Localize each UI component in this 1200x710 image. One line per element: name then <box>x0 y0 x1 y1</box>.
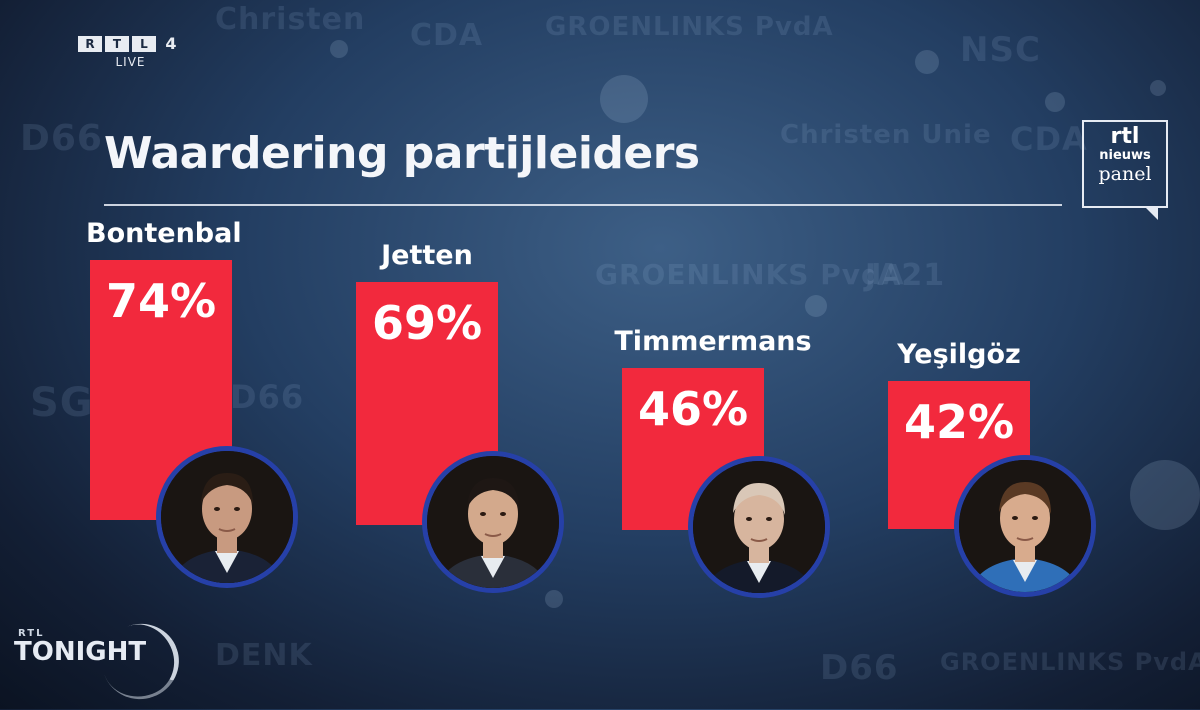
bg-party-logo: GROENLINKS PvdA <box>595 258 905 291</box>
bg-party-logo: CDA <box>410 18 484 53</box>
channel-letter: L <box>132 36 156 52</box>
category-label: Timmermans <box>614 326 812 358</box>
bg-party-logo: D66 <box>230 378 305 416</box>
data-label: 69% <box>371 296 483 351</box>
show-logo-brand: RTL <box>18 628 45 639</box>
bg-party-logo: GROENLINKS PvdA <box>940 648 1200 676</box>
bokeh-light <box>915 50 939 74</box>
show-logo-name: TONIGHT <box>14 637 147 667</box>
chart-title: Waardering partijleiders <box>104 128 700 179</box>
bokeh-light <box>805 295 827 317</box>
bg-party-logo: NSC <box>960 30 1041 70</box>
portrait-timmermans <box>688 456 830 598</box>
bg-party-logo: DENK <box>215 638 313 673</box>
rtl-nieuws-panel-logo: rtl nieuws panel <box>1082 120 1168 220</box>
title-underline <box>104 204 1062 206</box>
panel-logo-rtl: rtl <box>1110 124 1140 149</box>
bokeh-light <box>330 40 348 58</box>
bg-party-logo: GROENLINKS PvdA <box>545 12 834 42</box>
panel-logo-nieuws: nieuws <box>1099 148 1151 163</box>
data-label: 74% <box>105 273 217 328</box>
portrait-yesilgoz <box>954 455 1096 597</box>
bokeh-light <box>1130 460 1200 530</box>
bg-party-logo: D66 <box>820 648 899 688</box>
bg-party-logo: D66 <box>20 118 103 159</box>
bokeh-light <box>600 75 648 123</box>
bg-party-logo: JA21 <box>865 258 946 293</box>
data-label: 42% <box>903 395 1015 450</box>
category-label: Bontenbal <box>86 217 242 249</box>
bar: 69% <box>356 282 498 525</box>
bokeh-light <box>1045 92 1065 112</box>
bokeh-light <box>1150 80 1166 96</box>
channel-letter: R <box>78 36 102 52</box>
portrait-jetten <box>422 451 564 593</box>
channel-number: 4 <box>165 34 177 53</box>
show-logo: RTL TONIGHT <box>14 628 146 667</box>
channel-logo: R T L 4 LIVE <box>78 36 183 69</box>
channel-letter: T <box>105 36 129 52</box>
bg-party-logo: CDA <box>1010 120 1088 158</box>
live-indicator: LIVE <box>115 55 146 69</box>
panel-logo-panel: panel <box>1098 163 1152 185</box>
bg-party-logo: Christen Unie <box>780 120 992 150</box>
data-label: 46% <box>637 382 749 437</box>
category-label: Yeşilgöz <box>897 339 1021 371</box>
bg-party-logo: Christen <box>215 2 366 37</box>
bokeh-light <box>545 590 563 608</box>
portrait-bontenbal <box>156 446 298 588</box>
category-label: Jetten <box>381 240 473 272</box>
